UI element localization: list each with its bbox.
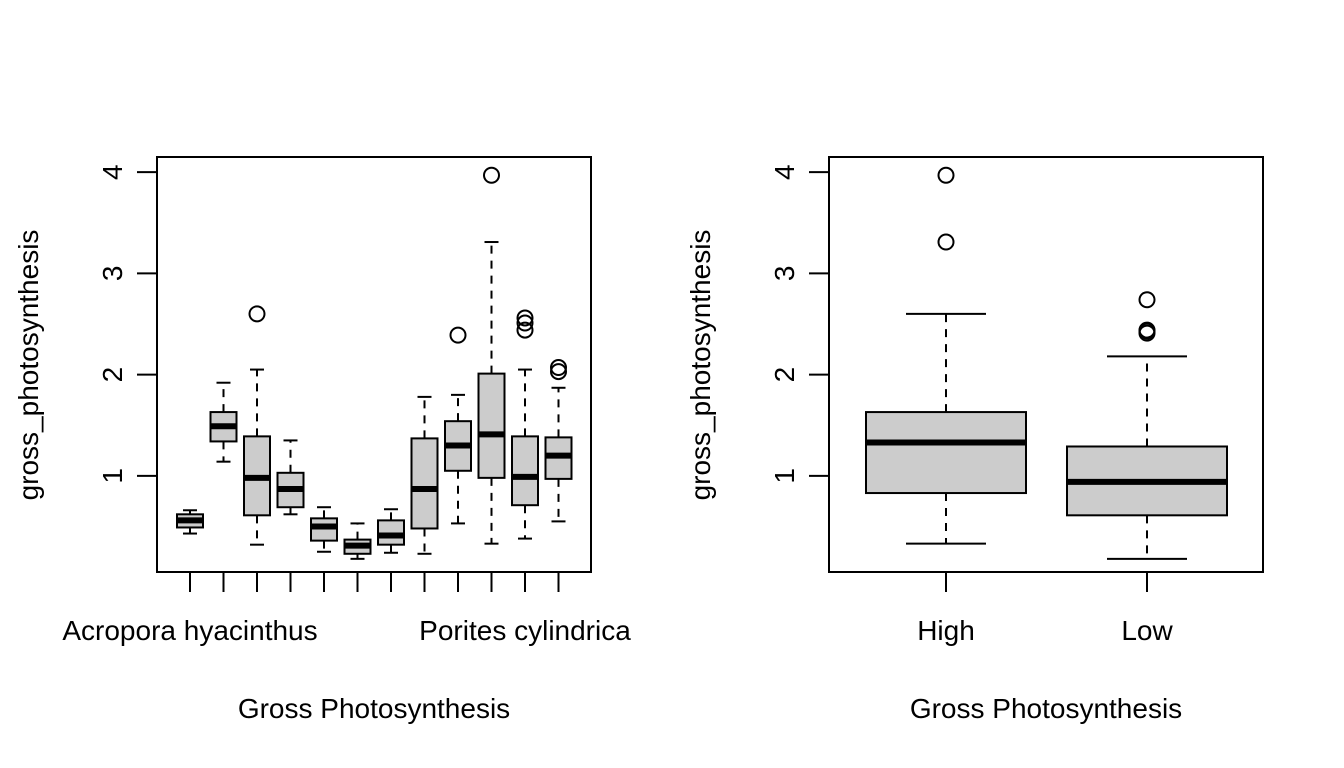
panel-species: 1 2 3 4 Acropora hyacinthus Porites cylindr…	[13, 156, 631, 724]
x-axis-species	[189, 572, 560, 592]
y-tick-label-1: 1	[97, 468, 128, 484]
outlier-point-1	[937, 233, 955, 251]
box-3	[243, 305, 271, 546]
box-8	[410, 395, 439, 555]
category-label-high: High	[917, 615, 975, 646]
box-1	[865, 166, 1027, 545]
x-axis-title-species: Gross Photosynthesis	[238, 693, 510, 724]
outlier-point-2	[550, 359, 567, 377]
box-2	[209, 381, 238, 463]
outlier-point-3	[516, 309, 534, 327]
iqr-box	[477, 372, 506, 479]
outlier-point-1	[516, 321, 534, 339]
iqr-box	[310, 517, 338, 542]
box-11	[511, 309, 539, 540]
box-7	[377, 508, 405, 554]
box-12	[544, 359, 573, 523]
iqr-box	[410, 437, 439, 530]
plot-frame-species	[156, 156, 592, 573]
category-label-low: Low	[1121, 615, 1173, 646]
y-tick-label-3: 3	[769, 266, 800, 282]
outlier-point-2	[516, 314, 534, 332]
y-axis-title-light: gross_photosynthesis	[685, 230, 716, 501]
outlier-point-1	[248, 305, 266, 323]
box-6	[343, 522, 372, 560]
plot-frame-light	[828, 156, 1264, 573]
outlier-point-3	[1138, 321, 1156, 339]
box-4	[276, 439, 305, 516]
box-5	[310, 506, 338, 553]
y-tick-label-4: 4	[97, 164, 128, 180]
outlier-point-1	[550, 363, 567, 381]
category-label-acropora-hyacinthus: Acropora hyacinthus	[62, 615, 317, 646]
y-axis-title-species: gross_photosynthesis	[13, 230, 44, 501]
x-axis-title-light: Gross Photosynthesis	[910, 693, 1182, 724]
category-label-porites-cylindrica: Porites cylindrica	[419, 615, 631, 646]
x-axis-light: High Low	[917, 572, 1173, 646]
box-9	[444, 326, 472, 525]
outlier-point-4	[1138, 291, 1156, 309]
iqr-box	[377, 519, 405, 546]
iqr-box	[511, 435, 539, 507]
outlier-point-2	[937, 166, 955, 184]
y-tick-label-2: 2	[769, 367, 800, 383]
box-2	[1066, 291, 1228, 560]
box-1	[176, 509, 204, 535]
iqr-box	[865, 411, 1027, 495]
y-axis-species: 1 2 3 4	[97, 164, 157, 484]
panel-light: 1 2 3 4 High Low Gross Photosynthesis gross_…	[685, 156, 1264, 724]
y-tick-label-3: 3	[97, 266, 128, 282]
y-tick-label-2: 2	[97, 367, 128, 383]
y-axis-light: 1 2 3 4	[769, 164, 829, 484]
box-10	[477, 166, 506, 545]
y-tick-label-4: 4	[769, 164, 800, 180]
boxplot-marks-light	[865, 166, 1228, 560]
outlier-point-1	[449, 326, 467, 344]
y-tick-label-1: 1	[769, 468, 800, 484]
outlier-point-1	[483, 166, 500, 184]
boxplot-marks-species	[176, 166, 573, 560]
